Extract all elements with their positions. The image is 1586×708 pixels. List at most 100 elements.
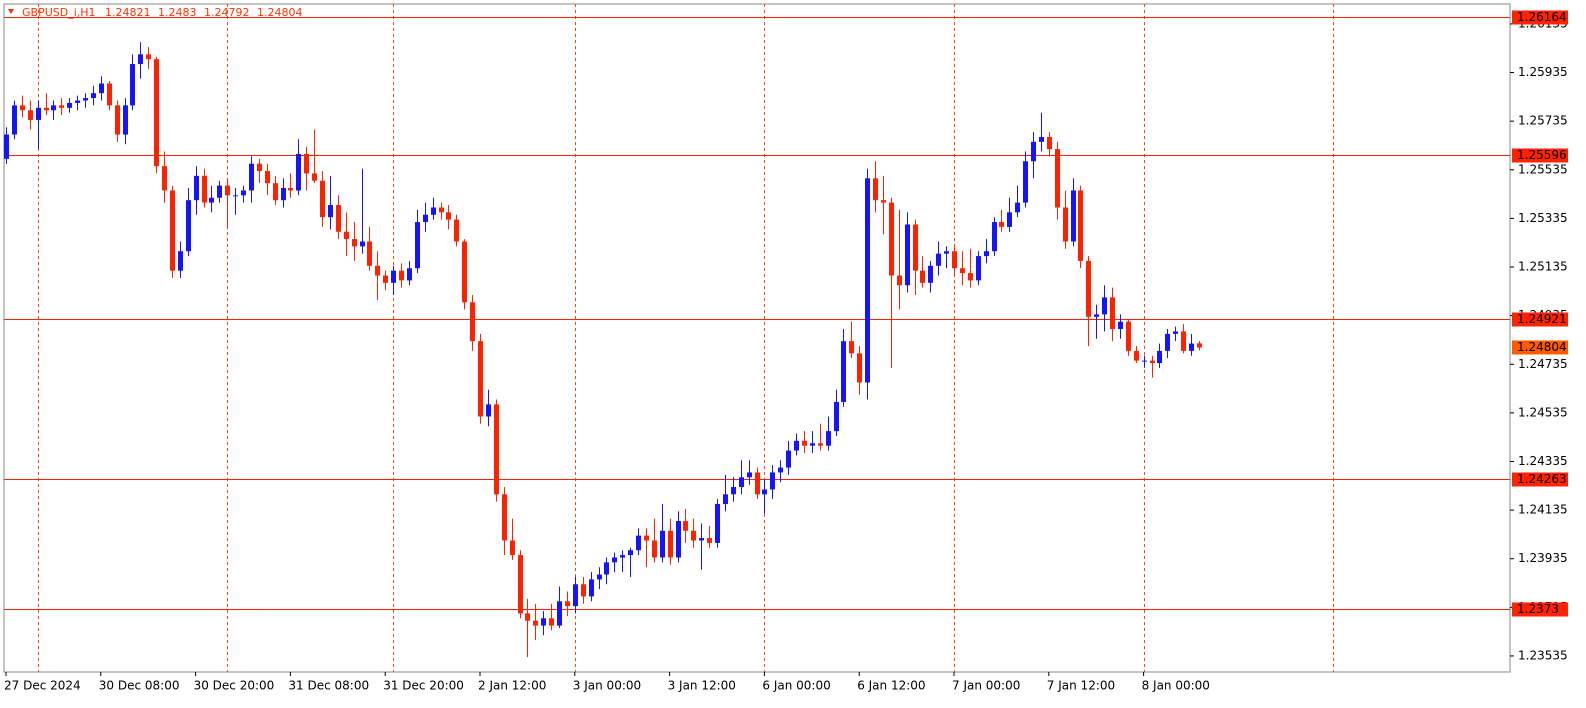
candle-body	[818, 443, 823, 446]
candle-body	[415, 222, 420, 269]
candle-body	[510, 540, 515, 556]
candle-body	[194, 175, 199, 201]
candle-body	[288, 188, 293, 191]
candle-body	[1173, 331, 1178, 334]
x-tick-label: 30 Dec 20:00	[194, 679, 275, 693]
level-label-box	[1512, 10, 1568, 25]
y-tick-label: 1.24535	[1518, 405, 1568, 419]
candle-body	[620, 555, 625, 558]
last-close: 1.24804	[257, 6, 303, 19]
candle-body	[739, 477, 744, 488]
candle-body	[336, 205, 341, 232]
candle-body	[604, 562, 609, 575]
x-tick-label: 30 Dec 08:00	[99, 679, 180, 693]
candle-body	[146, 54, 151, 60]
y-tick-label: 1.25535	[1518, 162, 1568, 176]
candle-body	[1189, 343, 1194, 351]
x-tick-label: 3 Jan 00:00	[573, 679, 641, 693]
candle-body	[241, 190, 246, 196]
candle-body	[747, 472, 752, 478]
candle-body	[786, 450, 791, 468]
candle-body	[1102, 297, 1107, 315]
candle-body	[273, 183, 278, 201]
candle-body	[992, 222, 997, 252]
last-open: 1.24821	[105, 6, 151, 19]
candle-body	[668, 530, 673, 558]
candle-body	[217, 185, 222, 198]
candle-body	[826, 431, 831, 446]
candle-body	[328, 205, 333, 218]
candle-body	[928, 265, 933, 283]
candle-body	[557, 601, 562, 626]
y-tick-label: 1.25735	[1518, 114, 1568, 128]
candle-body	[1071, 190, 1076, 242]
candle-body	[581, 584, 586, 597]
x-tick-label: 3 Jan 12:00	[668, 679, 736, 693]
candle-body	[1157, 350, 1162, 364]
candle-body	[312, 173, 317, 181]
candle-body	[1047, 136, 1052, 150]
candle-body	[478, 341, 483, 417]
candle-body	[446, 212, 451, 220]
candle-body	[44, 107, 49, 111]
candle-body	[723, 494, 728, 505]
y-tick-label: 1.24735	[1518, 357, 1568, 371]
x-tick-label: 27 Dec 2024	[4, 679, 81, 693]
candle-body	[36, 107, 41, 120]
candle-body	[952, 251, 957, 269]
candle-body	[518, 555, 523, 614]
candle-body	[1142, 360, 1147, 362]
candle-body	[249, 163, 254, 191]
chart-header: GBPUSD_i,H1 1.24821 1.2483 1.24792 1.248…	[22, 6, 303, 19]
last-low: 1.24792	[204, 6, 250, 19]
candle-body	[59, 105, 64, 108]
candle-body	[391, 270, 396, 283]
x-tick-label: 7 Jan 00:00	[952, 679, 1020, 693]
collapse-arrow[interactable]	[8, 9, 14, 14]
candle-body	[699, 538, 704, 541]
y-tick-label: 1.24335	[1518, 454, 1568, 468]
candle-body	[731, 487, 736, 495]
candle-body	[944, 251, 949, 254]
candle-body	[470, 302, 475, 342]
x-tick-label: 7 Jan 12:00	[1047, 679, 1115, 693]
candle-body	[75, 100, 80, 103]
candle-body	[913, 224, 918, 271]
candle-body	[138, 54, 143, 65]
candle-body	[123, 105, 128, 135]
level-label: 1.2373	[1517, 602, 1559, 616]
level-label: 1.25596	[1517, 148, 1567, 162]
candle-body	[375, 265, 380, 276]
candle-body	[296, 153, 301, 191]
candle-body	[715, 504, 720, 543]
candle-body	[1094, 314, 1099, 317]
candle-body	[597, 574, 602, 580]
candle-body	[178, 251, 183, 271]
candle-body	[810, 443, 815, 446]
candle-body	[257, 163, 262, 171]
candle-body	[225, 185, 230, 196]
candle-body	[1031, 141, 1036, 162]
candle-body	[502, 494, 507, 541]
candle-body	[344, 231, 349, 240]
candle-body	[304, 153, 309, 174]
candle-body	[573, 584, 578, 607]
candle-body	[1015, 202, 1020, 213]
y-tick-label: 1.25135	[1518, 260, 1568, 274]
level-label: 1.24921	[1517, 312, 1567, 326]
candle-body	[1055, 149, 1060, 208]
candle-body	[589, 579, 594, 597]
candle-body	[1181, 331, 1186, 351]
candle-body	[905, 224, 910, 286]
plot-frame	[3, 3, 1511, 673]
price-label-box	[1512, 340, 1568, 355]
level-label-box	[1512, 312, 1568, 327]
candle-body	[707, 538, 712, 543]
candle-body	[28, 110, 33, 120]
candle-body	[644, 535, 649, 541]
candle-body	[612, 557, 617, 563]
symbol: GBPUSD_i,H1	[22, 6, 96, 19]
candle-body	[976, 256, 981, 281]
candle-body	[1197, 343, 1202, 348]
candle-body	[486, 404, 491, 417]
